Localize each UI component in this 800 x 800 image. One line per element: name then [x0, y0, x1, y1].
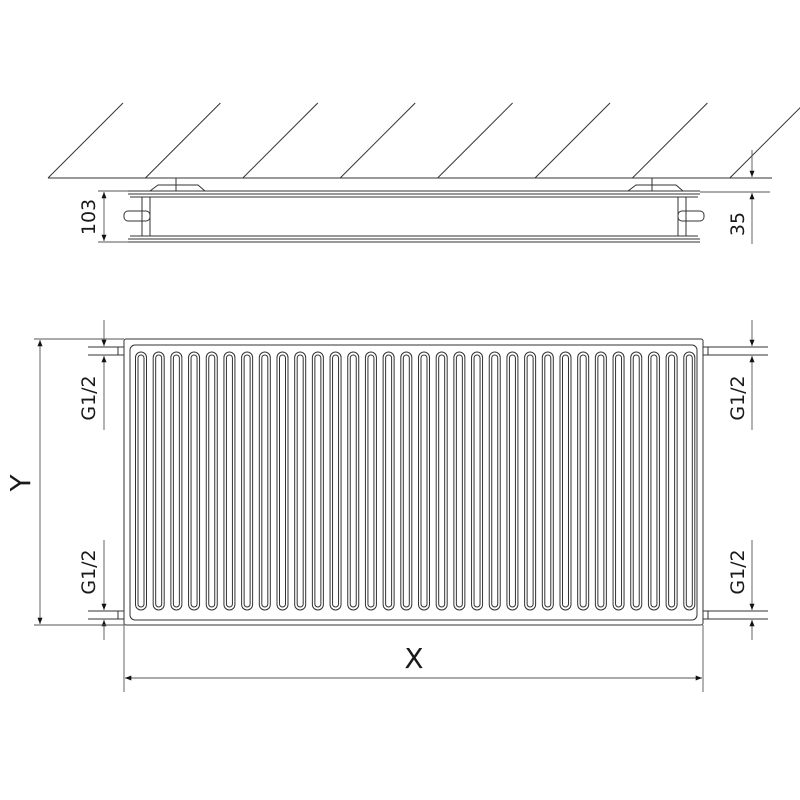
fin	[329, 351, 342, 611]
fin-inner	[225, 354, 233, 608]
depth-label: 103	[78, 199, 100, 235]
height-dimension: Y	[4, 338, 124, 626]
height-label: Y	[4, 474, 37, 493]
top-view-radiator	[123, 177, 705, 243]
fin	[205, 351, 218, 611]
fin-inner	[172, 354, 180, 608]
fin	[541, 351, 554, 611]
fin	[364, 351, 377, 611]
fin-inner	[402, 354, 410, 608]
fin-inner	[597, 354, 605, 608]
fin-inner	[438, 354, 446, 608]
fin-inner	[420, 354, 428, 608]
fin	[647, 351, 660, 611]
fin-inner	[385, 354, 393, 608]
fin	[417, 351, 430, 611]
connection-dimensions: G1/2 G1/2 G1/2 G1/2	[78, 320, 755, 640]
connection-label-bottom-right: G1/2	[727, 549, 749, 594]
fin	[188, 351, 201, 611]
hatch-line	[145, 102, 221, 179]
right-pipe-stub	[677, 210, 705, 222]
hatch-line	[729, 107, 800, 179]
fin	[630, 351, 643, 611]
fin-inner	[332, 354, 340, 608]
fin-inner	[508, 354, 516, 608]
fin-inner	[278, 354, 286, 608]
fin	[488, 351, 501, 611]
fin-inner	[208, 354, 216, 608]
fin	[311, 351, 324, 611]
fin-inner	[544, 354, 552, 608]
wall-distance-label: 35	[727, 212, 749, 236]
width-label: X	[404, 642, 423, 675]
fin-inner	[561, 354, 569, 608]
hatch-line	[242, 102, 319, 179]
fin	[524, 351, 537, 611]
fin-inner	[632, 354, 640, 608]
fin	[135, 351, 147, 611]
fin	[258, 351, 271, 611]
fin	[453, 351, 466, 611]
front-view-radiator	[88, 338, 768, 626]
fin	[612, 351, 625, 611]
connection-label-top-left: G1/2	[78, 375, 100, 420]
left-pipe-stub	[123, 210, 151, 222]
connection-label-top-right: G1/2	[727, 375, 749, 420]
fin	[152, 351, 165, 611]
fin-inner	[491, 354, 499, 608]
fin-inner	[579, 354, 587, 608]
fin-inner	[349, 354, 357, 608]
fin-inner	[137, 354, 145, 608]
fin	[223, 351, 236, 611]
fin	[471, 351, 484, 611]
hatch-line	[437, 102, 513, 179]
hatch-line	[339, 102, 416, 179]
depth-dimension: 103	[78, 190, 128, 243]
fin-inner	[261, 354, 269, 608]
left-wall-bracket	[149, 177, 206, 192]
fin-inner	[190, 354, 198, 608]
fin-inner	[615, 354, 623, 608]
fin-inner	[243, 354, 251, 608]
fin	[241, 351, 254, 611]
fin	[435, 351, 448, 611]
fin-inner	[526, 354, 534, 608]
hatch-line	[534, 102, 611, 179]
convector-fins	[135, 351, 696, 611]
fin-inner	[314, 354, 322, 608]
fin	[577, 351, 590, 611]
fin	[594, 351, 607, 611]
fin	[665, 351, 678, 611]
wall-distance-dimension: 35	[700, 150, 770, 244]
fin	[559, 351, 572, 611]
fin	[276, 351, 289, 611]
fin-inner	[473, 354, 481, 608]
fin-inner	[455, 354, 463, 608]
fin-inner	[685, 354, 693, 608]
fin	[347, 351, 360, 611]
fin	[382, 351, 395, 611]
fin-inner	[367, 354, 375, 608]
fin-inner	[155, 354, 163, 608]
hatch-line	[47, 102, 124, 179]
hatch-line	[632, 102, 708, 179]
fin	[506, 351, 519, 611]
fin-inner	[650, 354, 658, 608]
fin-inner	[296, 354, 304, 608]
connection-label-bottom-left: G1/2	[78, 549, 100, 594]
fin-inner	[668, 354, 676, 608]
width-dimension: X	[123, 625, 704, 692]
wall-hatching	[47, 102, 800, 179]
fin	[683, 351, 696, 611]
fin	[294, 351, 307, 611]
right-wall-bracket	[627, 177, 684, 192]
fin	[170, 351, 183, 611]
fin	[400, 351, 413, 611]
